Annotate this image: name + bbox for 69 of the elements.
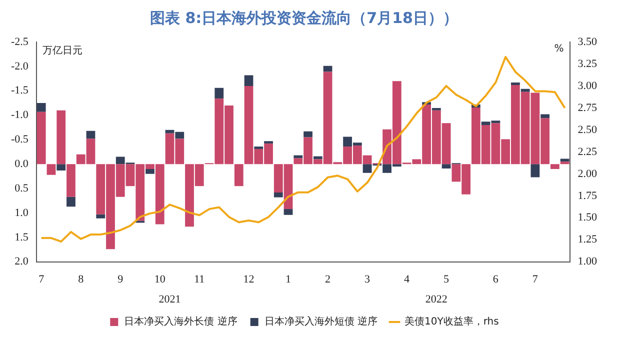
y2-tick-label: 2.50 xyxy=(578,124,598,136)
x-tick-label: 12 xyxy=(243,273,254,286)
bar xyxy=(442,164,451,169)
y2-tick-label: 1.00 xyxy=(578,256,598,268)
y2-tick-label: 3.50 xyxy=(578,36,598,48)
bar xyxy=(46,164,56,175)
bar xyxy=(294,155,303,158)
y2-tick-label: 1.75 xyxy=(578,190,598,202)
bar xyxy=(550,164,560,169)
bar xyxy=(530,164,540,178)
x-tick-label: 10 xyxy=(154,273,166,286)
y-tick-label: 0.0 xyxy=(14,158,29,170)
bar xyxy=(146,168,154,174)
x-tick-label: 1 xyxy=(286,273,292,286)
x-tick-label: 8 xyxy=(78,273,84,286)
bar xyxy=(56,110,66,164)
bar xyxy=(86,130,96,139)
bar xyxy=(36,112,46,164)
bar xyxy=(284,209,293,215)
bar xyxy=(520,88,530,92)
y2-tick-label: 3.25 xyxy=(578,58,598,70)
x-tick-label: 9 xyxy=(118,273,124,286)
x-tick-label: 11 xyxy=(194,273,205,286)
y-tick-label: -1.5 xyxy=(10,84,29,97)
bar xyxy=(323,66,332,72)
y-tick-label: -1.0 xyxy=(10,109,29,122)
y-tick-label: -2.5 xyxy=(10,36,29,48)
x-tick-label: 4 xyxy=(404,273,410,286)
bar xyxy=(214,88,224,99)
bar xyxy=(244,75,254,86)
bar xyxy=(56,164,66,170)
text: 2021 xyxy=(158,293,181,306)
y2-axis-title: % xyxy=(554,44,564,55)
legend-label: 日本净买入海外长债 逆序 xyxy=(124,316,238,328)
y-tick-label: 1.5 xyxy=(14,231,29,244)
bar xyxy=(234,164,244,186)
y2-tick-label: 2.00 xyxy=(578,168,598,180)
y2-tick-label: 3.00 xyxy=(578,80,598,92)
x-tick-label: 5 xyxy=(444,273,450,286)
y-tick-label: 2.0 xyxy=(14,256,29,268)
chart-title: 图表 8:日本海外投资资金流向（7月18日）） xyxy=(150,8,458,27)
y-tick-label: 0.5 xyxy=(14,182,29,194)
y-tick-label: -0.5 xyxy=(10,134,29,146)
bar xyxy=(432,108,441,110)
text: 2022 xyxy=(425,293,448,306)
x-tick-label: 7 xyxy=(532,273,538,286)
x-tick-label: 3 xyxy=(364,273,371,286)
bar xyxy=(560,162,570,164)
legend-label: 日本净买入海外短债 逆序 xyxy=(264,316,378,328)
legend-label: 美债10Y收益率，rhs xyxy=(404,316,499,328)
bar xyxy=(560,158,570,162)
bar xyxy=(36,103,46,112)
bar xyxy=(304,131,312,138)
bar xyxy=(264,141,273,144)
y2-tick-label: 1.50 xyxy=(578,212,598,224)
bar xyxy=(274,192,283,198)
x-tick-label: 2 xyxy=(325,273,331,286)
bar xyxy=(66,164,76,197)
y-axis-title: 万亿日元 xyxy=(42,46,82,57)
bar xyxy=(96,214,106,218)
x-tick-label: 7 xyxy=(38,273,45,286)
y2-tick-label: 2.75 xyxy=(578,102,598,114)
bar xyxy=(540,114,550,118)
bar xyxy=(66,196,76,207)
x-tick-label: 6 xyxy=(492,273,499,286)
y2-tick-label: 1.25 xyxy=(578,234,598,246)
y2-tick-label: 2.25 xyxy=(578,146,598,158)
y-tick-label: 1.0 xyxy=(14,206,29,219)
y-tick-label: -2.0 xyxy=(10,60,29,72)
